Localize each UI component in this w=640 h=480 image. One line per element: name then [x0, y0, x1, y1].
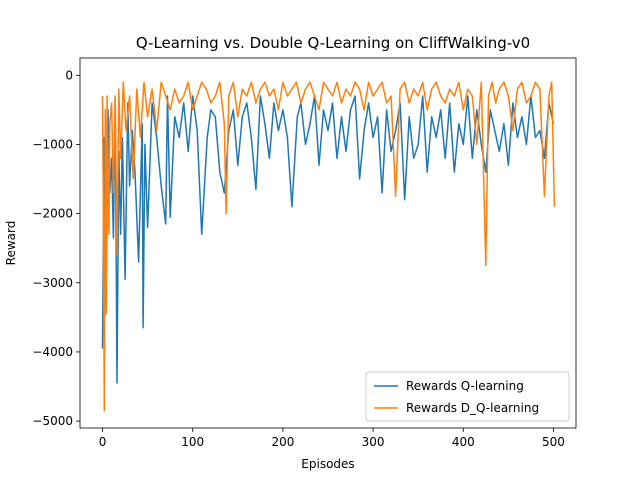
x-axis: 0 100 200 300 400 500: [99, 428, 565, 449]
x-tick-label: 300: [362, 435, 385, 449]
x-tick-label: 200: [271, 435, 294, 449]
legend-box: [365, 371, 570, 422]
x-tick-label: 500: [542, 435, 565, 449]
legend-label-1: Rewards Q-learning: [406, 379, 524, 393]
y-tick-label: 0: [65, 68, 73, 82]
x-axis-label: Episodes: [301, 457, 354, 471]
chart-title: Q-Learning vs. Double Q-Learning on Clif…: [136, 34, 530, 52]
y-tick-label: −5000: [32, 414, 73, 428]
legend-label-2: Rewards D_Q-learning: [406, 401, 539, 415]
series-layer: [101, 81, 556, 412]
x-tick-label: 400: [452, 435, 475, 449]
axes-frame: [79, 57, 577, 429]
y-tick-label: −1000: [32, 137, 73, 151]
y-axis: −5000 −4000 −3000 −2000 −1000 0: [32, 68, 80, 428]
legend: Rewards Q-learning Rewards D_Q-learning: [365, 371, 570, 422]
x-tick-label: 100: [181, 435, 204, 449]
y-tick-label: −3000: [32, 276, 73, 290]
series-line-2: [101, 81, 556, 412]
x-tick-label: 0: [99, 435, 107, 449]
y-tick-label: −4000: [32, 345, 73, 359]
y-tick-label: −2000: [32, 207, 73, 221]
y-axis-label: Reward: [4, 221, 18, 266]
